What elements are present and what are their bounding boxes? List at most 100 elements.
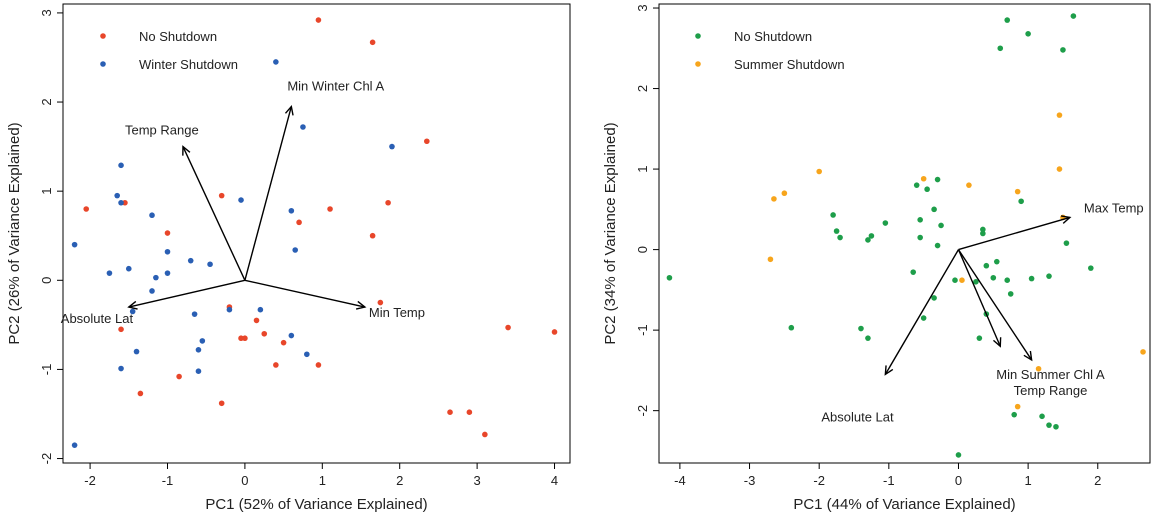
- data-point: [261, 330, 268, 337]
- loading-arrow: [244, 279, 366, 308]
- data-point: [218, 400, 225, 407]
- data-point: [1088, 265, 1094, 271]
- data-point: [114, 192, 120, 199]
- data-point: [1014, 403, 1021, 410]
- data-point: [164, 270, 171, 276]
- data-point: [106, 270, 113, 276]
- data-point: [187, 257, 194, 264]
- data-point: [315, 17, 322, 23]
- series-2-points: [767, 112, 1146, 410]
- data-point: [71, 442, 78, 448]
- loading-arrowhead: [284, 104, 294, 116]
- y-tick-label: 0: [39, 277, 54, 284]
- legend: No Shutdown Winter Shutdown: [100, 29, 238, 72]
- data-point: [931, 295, 937, 301]
- data-point: [1004, 277, 1011, 284]
- data-point: [122, 199, 128, 206]
- data-point: [990, 274, 997, 281]
- data-point: [997, 45, 1004, 52]
- data-point: [816, 168, 822, 175]
- x-axis-title: PC1 (52% of Variance Explained): [205, 496, 427, 513]
- loading-arrow: [244, 106, 293, 281]
- data-point: [858, 325, 864, 332]
- data-point: [242, 335, 248, 342]
- data-point: [788, 324, 795, 331]
- loading-label: Temp Range: [1014, 383, 1088, 398]
- data-point: [865, 335, 871, 341]
- y-tick-label: 2: [635, 85, 650, 92]
- x-axis-title: PC1 (44% of Variance Explained): [793, 496, 1015, 513]
- data-point: [118, 326, 124, 333]
- data-point: [837, 234, 843, 241]
- y-tick-label: 2: [39, 98, 54, 105]
- data-point: [924, 186, 930, 193]
- data-point: [920, 175, 927, 182]
- data-point: [1014, 188, 1021, 195]
- data-point: [767, 256, 774, 263]
- data-point: [920, 315, 927, 321]
- loading-arrow: [128, 279, 246, 308]
- loading-label: Absolute Lat: [61, 311, 134, 326]
- data-point: [377, 299, 384, 306]
- data-point: [273, 362, 279, 368]
- y-tick-label: -1: [39, 364, 54, 376]
- data-point: [288, 332, 295, 339]
- data-point: [1140, 349, 1146, 355]
- data-point: [253, 317, 260, 324]
- data-point: [288, 207, 295, 214]
- loading-arrow: [958, 216, 1071, 251]
- legend-marker: [100, 61, 106, 67]
- data-point: [195, 347, 202, 353]
- plot-frame: [62, 3, 571, 464]
- x-tick-label: -1: [162, 473, 174, 488]
- loading-label: Min Temp: [369, 305, 425, 320]
- data-point: [482, 431, 488, 438]
- x-tick-label: -4: [674, 473, 686, 488]
- x-tick-label: 0: [241, 473, 248, 488]
- y-tick-label: 1: [635, 165, 650, 172]
- data-point: [273, 59, 279, 65]
- data-point: [666, 274, 673, 281]
- loading-arrowhead: [355, 300, 367, 310]
- legend-label: No Shutdown: [139, 29, 217, 44]
- data-point: [238, 197, 244, 203]
- data-point: [191, 311, 198, 317]
- data-point: [304, 351, 310, 358]
- data-point: [1018, 198, 1024, 205]
- data-point: [195, 368, 202, 375]
- loading-arrowhead: [1060, 215, 1072, 224]
- loading-arrow: [957, 249, 1033, 361]
- data-point: [931, 206, 937, 213]
- data-point: [125, 265, 132, 272]
- data-point: [118, 365, 124, 372]
- data-point: [385, 199, 391, 206]
- data-point: [1028, 275, 1035, 282]
- data-point: [913, 182, 920, 188]
- data-point: [129, 308, 136, 315]
- data-point: [280, 339, 287, 346]
- data-point: [424, 138, 430, 145]
- data-point: [505, 324, 511, 331]
- data-point: [976, 335, 983, 341]
- y-tick-label: 3: [635, 4, 650, 11]
- loading-label: Min Winter Chl A: [287, 78, 384, 93]
- data-point: [447, 409, 453, 415]
- legend-label: Summer Shutdown: [734, 57, 845, 72]
- data-point: [164, 230, 171, 236]
- data-point: [327, 206, 333, 212]
- data-point: [315, 362, 322, 368]
- data-point: [300, 124, 306, 130]
- data-point: [938, 222, 944, 229]
- data-point: [1025, 30, 1031, 37]
- data-point: [1053, 423, 1059, 430]
- legend-label: Winter Shutdown: [139, 57, 238, 72]
- legend-marker: [100, 33, 106, 39]
- data-point: [149, 288, 155, 294]
- data-point: [1056, 166, 1063, 172]
- loading-arrowhead: [992, 337, 1002, 348]
- data-point: [226, 306, 233, 313]
- x-tick-label: 4: [551, 473, 558, 488]
- data-point: [296, 219, 302, 226]
- data-point: [83, 206, 90, 212]
